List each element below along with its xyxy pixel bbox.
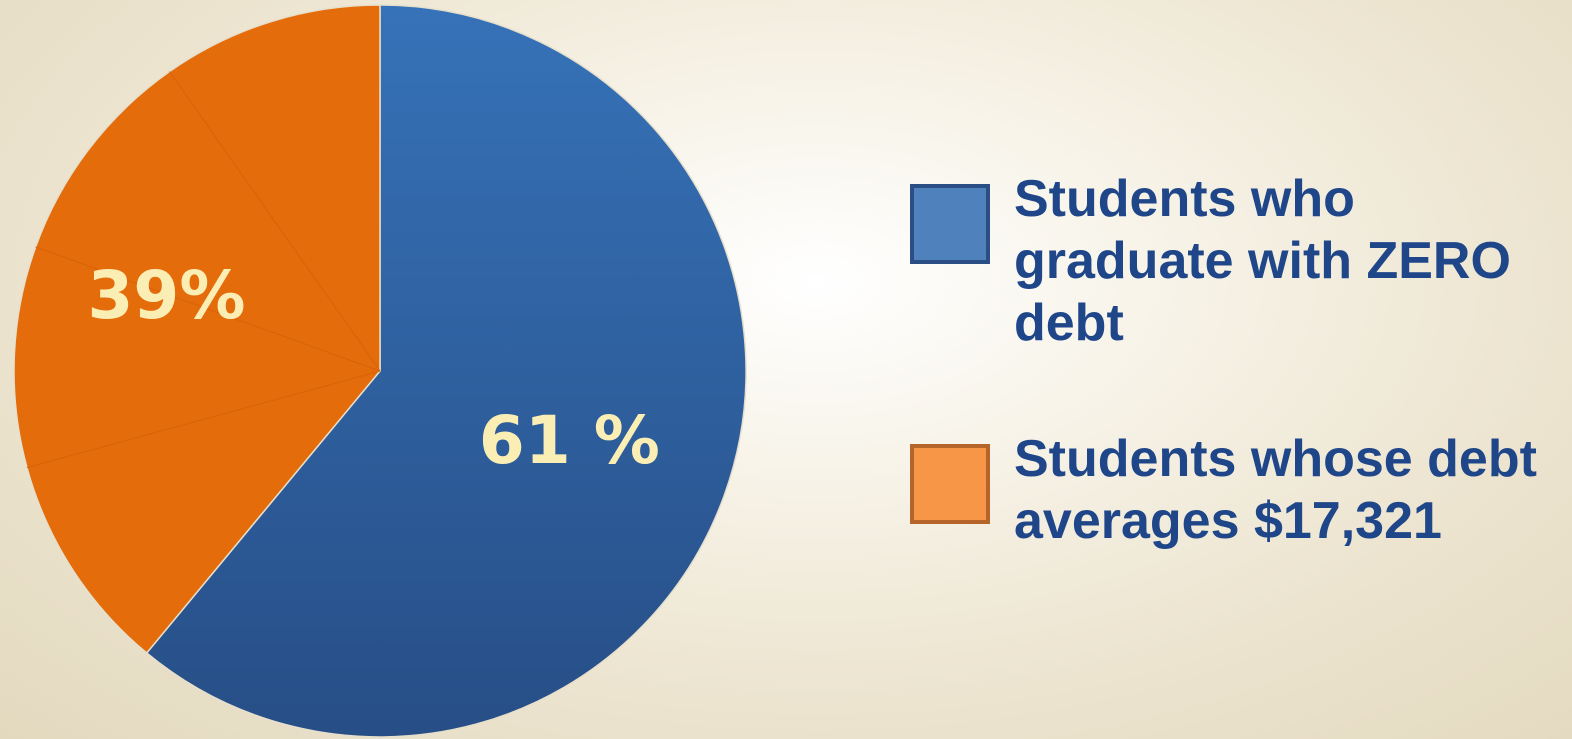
legend-label-zero-debt: Students who graduate with ZERO debt: [1014, 170, 1511, 352]
legend-item-debt: Students whose debt averages $17,321: [910, 428, 1560, 552]
pie-label-debt: 39%: [88, 257, 246, 334]
pie-facet-line: [35, 246, 381, 372]
pie-facet-line: [26, 370, 381, 469]
pie-facet-line: [169, 71, 381, 372]
pie-slice-zero-debt: [145, 4, 747, 738]
pie-label-zero-debt: 61 %: [479, 402, 660, 479]
pie-slice-facet-lines: [26, 71, 381, 469]
legend-swatch-zero-debt: [910, 184, 990, 264]
chart-legend: Students who graduate with ZERO debt Stu…: [910, 168, 1560, 626]
legend-item-zero-debt: Students who graduate with ZERO debt: [910, 168, 1560, 354]
legend-swatch-debt: [910, 444, 990, 524]
legend-label-debt: Students whose debt averages $17,321: [1014, 430, 1537, 550]
